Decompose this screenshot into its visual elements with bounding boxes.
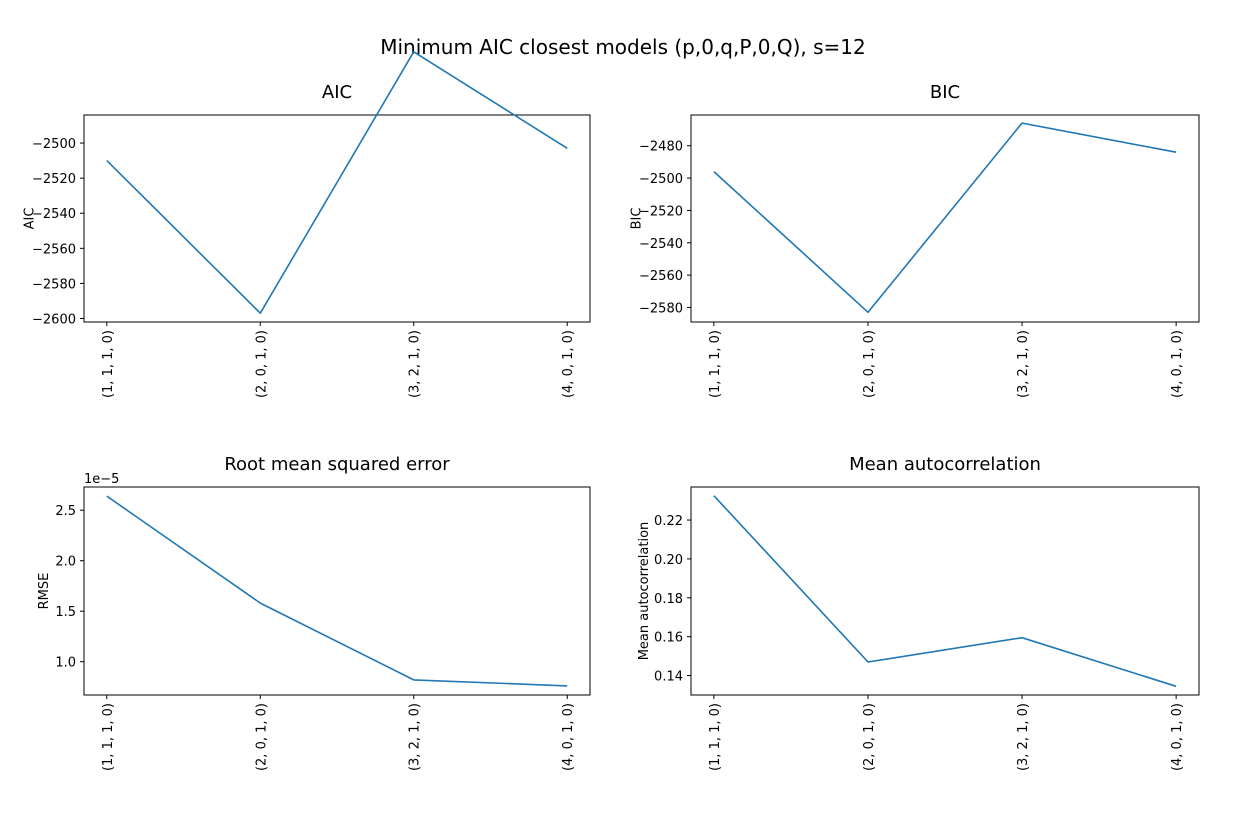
data-point bbox=[1174, 150, 1178, 154]
chart-bic: BIC −2580 −2560 −2540 −2520 −2500 −2480 BIC (1, … bbox=[630, 82, 1200, 398]
x-tick-label: (2, 0, 1, 0) bbox=[254, 703, 269, 771]
y-tick-label: 0.22 bbox=[654, 514, 683, 529]
y-axis-label: AIC bbox=[23, 208, 38, 230]
series-line bbox=[106, 495, 568, 687]
x-tick-label: (3, 2, 1, 0) bbox=[408, 330, 423, 398]
y-axis-label: Mean autocorrelation bbox=[637, 522, 652, 661]
data-point bbox=[258, 311, 262, 315]
y-tick-label: −2500 bbox=[32, 137, 76, 152]
plot-frame bbox=[83, 114, 591, 323]
x-tick-label: (1, 1, 1, 0) bbox=[708, 330, 723, 398]
chart-mean-autocorrelation: Mean autocorrelation0.140.160.180.200.22… bbox=[637, 454, 1200, 771]
chart-title: AIC bbox=[322, 82, 352, 103]
plot-frame bbox=[690, 486, 1200, 696]
y-tick-label: −2560 bbox=[639, 269, 683, 284]
chart-rmse: Root mean squared error 1.0 1.5 2.0 2.5 1e−5 R… bbox=[37, 454, 591, 771]
y-tick-label: 2.5 bbox=[55, 504, 76, 519]
data-point bbox=[712, 170, 716, 174]
data-point bbox=[1020, 636, 1024, 640]
y-tick-label: −2600 bbox=[32, 312, 76, 327]
y-axis-label: RMSE bbox=[37, 573, 52, 610]
x-tick-label: (2, 0, 1, 0) bbox=[254, 330, 269, 398]
y-tick-label: 2.0 bbox=[55, 555, 76, 570]
x-tick-label: (1, 1, 1, 0) bbox=[101, 703, 116, 771]
chart-title: BIC bbox=[930, 82, 960, 103]
y-tick-label: −2520 bbox=[639, 204, 683, 219]
chart-title: Mean autocorrelation bbox=[849, 454, 1041, 475]
y-tick-label: −2500 bbox=[639, 172, 683, 187]
y-tick-label: 0.16 bbox=[654, 631, 683, 646]
data-point bbox=[412, 678, 416, 682]
series-line bbox=[713, 495, 1177, 688]
series-line bbox=[106, 50, 568, 315]
data-point bbox=[866, 310, 870, 314]
y-tick-label: −2560 bbox=[32, 242, 76, 257]
data-point bbox=[105, 494, 109, 498]
y-tick-label: −2580 bbox=[639, 301, 683, 316]
chart-title: Root mean squared error bbox=[224, 454, 450, 475]
plot-frame bbox=[83, 486, 591, 696]
y-tick-label: 1.5 bbox=[55, 605, 76, 620]
y-tick-label: 0.18 bbox=[654, 592, 683, 607]
y-tick-label: −2480 bbox=[639, 140, 683, 155]
y-tick-label: −2520 bbox=[32, 172, 76, 187]
y-tick-label: −2540 bbox=[639, 237, 683, 252]
y-offset-text: 1e−5 bbox=[84, 472, 119, 487]
figure-suptitle: Minimum AIC closest models (p,0,q,P,0,Q)… bbox=[380, 35, 866, 59]
x-tick-label: (4, 0, 1, 0) bbox=[561, 703, 576, 771]
data-point bbox=[1174, 684, 1178, 688]
x-tick-label: (3, 2, 1, 0) bbox=[1016, 330, 1031, 398]
data-point bbox=[866, 660, 870, 664]
y-tick-label: 1.0 bbox=[55, 656, 76, 671]
x-tick-label: (2, 0, 1, 0) bbox=[862, 330, 877, 398]
data-point bbox=[105, 159, 109, 163]
x-tick-label: (1, 1, 1, 0) bbox=[708, 703, 723, 771]
data-point bbox=[412, 50, 416, 54]
x-tick-label: (4, 0, 1, 0) bbox=[561, 330, 576, 398]
y-tick-label: 0.20 bbox=[654, 553, 683, 568]
x-tick-label: (3, 2, 1, 0) bbox=[408, 703, 423, 771]
data-point bbox=[258, 601, 262, 605]
y-tick-label: −2580 bbox=[32, 277, 76, 292]
chart-aic: AIC −2600 −2580 −2560 −2540 −2520 −2500 AIC (1, … bbox=[23, 50, 591, 398]
data-point bbox=[565, 684, 569, 688]
x-tick-label: (4, 0, 1, 0) bbox=[1170, 330, 1185, 398]
x-tick-label: (3, 2, 1, 0) bbox=[1016, 703, 1031, 771]
data-point bbox=[712, 494, 716, 498]
y-axis-label: BIC bbox=[630, 208, 645, 230]
x-tick-label: (2, 0, 1, 0) bbox=[862, 703, 877, 771]
x-tick-label: (1, 1, 1, 0) bbox=[101, 330, 116, 398]
y-tick-label: 0.14 bbox=[654, 670, 683, 685]
y-tick-label: −2540 bbox=[32, 207, 76, 222]
x-tick-label: (4, 0, 1, 0) bbox=[1170, 703, 1185, 771]
series-line bbox=[713, 122, 1177, 314]
data-point bbox=[565, 146, 569, 150]
data-point bbox=[1020, 121, 1024, 125]
plot-frame bbox=[690, 114, 1200, 323]
